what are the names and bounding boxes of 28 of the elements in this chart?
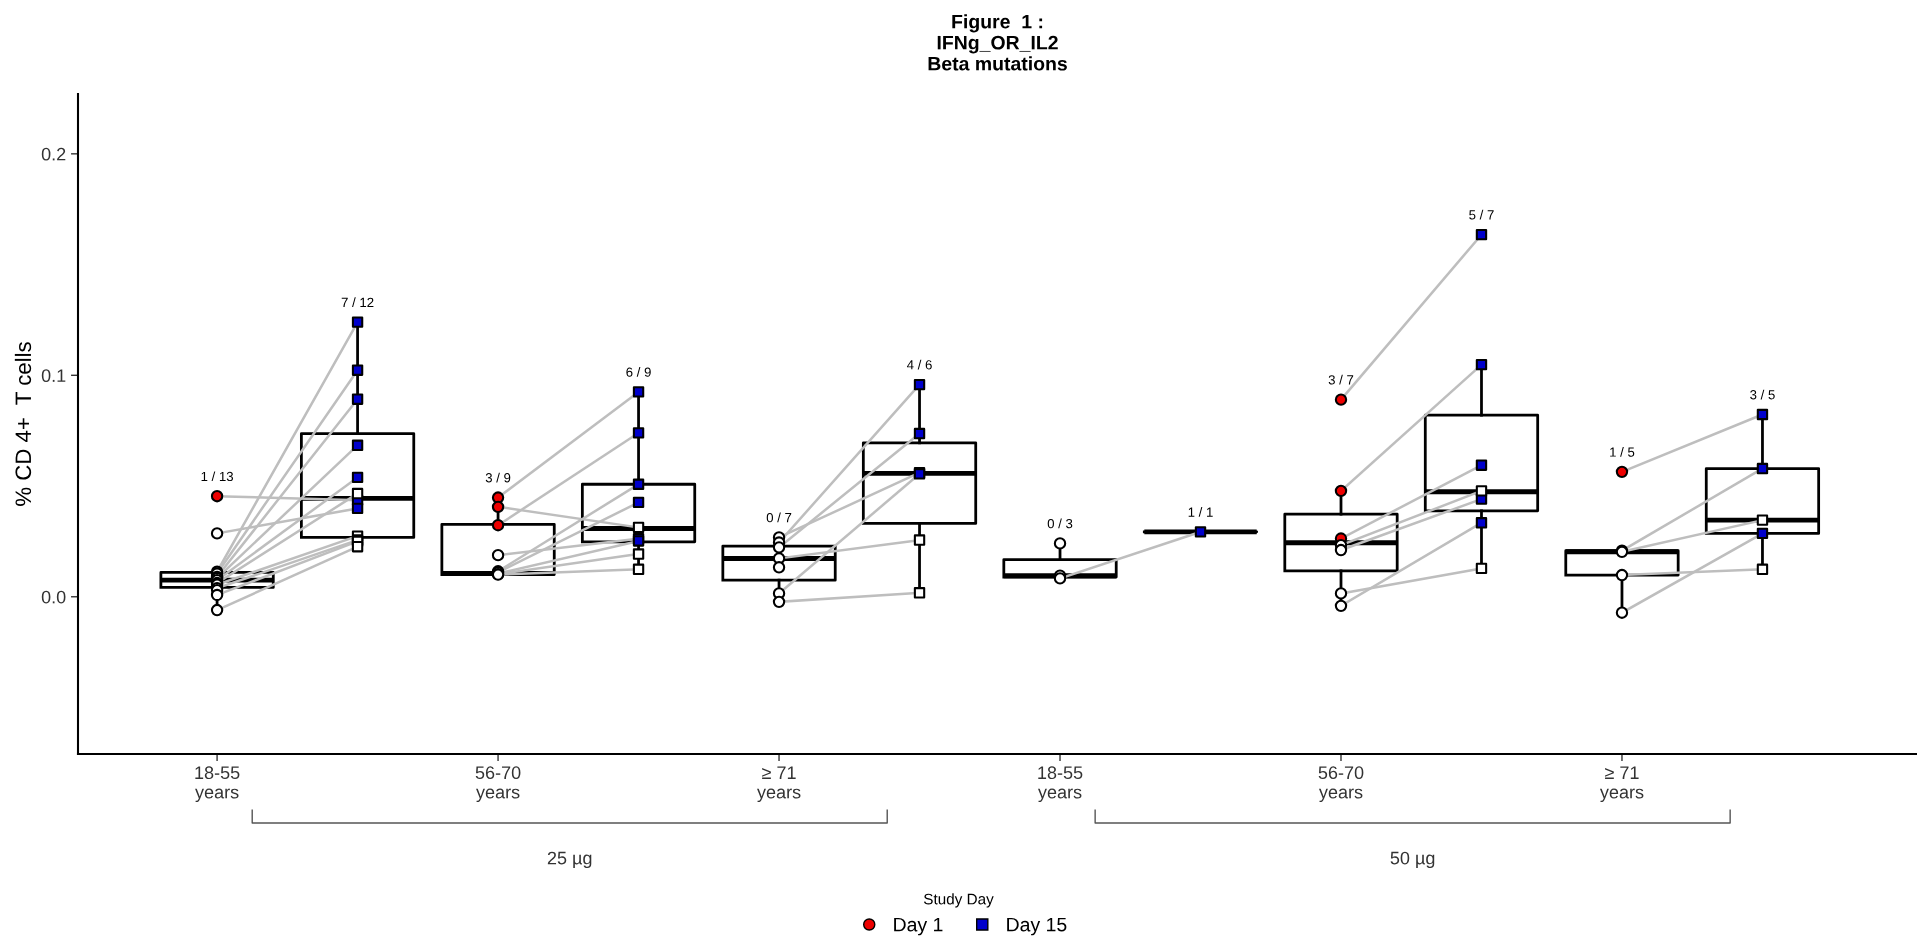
annotation: 5 / 7 [1469, 209, 1494, 220]
y-tick-label: 0.0 [41, 590, 66, 604]
x-tick-label: 18-55 years [195, 766, 240, 803]
legend-title: Study Day [923, 893, 994, 908]
x-tick-label: ≥ 71 years [1599, 766, 1644, 803]
annotation: 1 / 5 [1610, 447, 1635, 457]
x-tick-label: 18-55 years [1037, 766, 1083, 803]
y-tick-label: 0.1 [41, 369, 66, 383]
annotation: 0 / 7 [766, 512, 792, 523]
legend-label: Day 1 [894, 917, 943, 936]
x-tick-label: 56-70 years [475, 766, 521, 803]
annotation: 3 / 7 [1328, 374, 1354, 385]
legend-label: Day 15 [1007, 917, 1067, 936]
annotation: 3 / 9 [485, 472, 511, 483]
annotation: 1 / 13 [201, 471, 234, 482]
x-tick-label: 56-70 years [1318, 766, 1364, 803]
annotation: 6 / 9 [626, 367, 651, 377]
x-tick-label: ≥ 71 years [757, 766, 801, 803]
annotation: 3 / 5 [1750, 389, 1775, 400]
annotation: 1 / 1 [1188, 507, 1213, 517]
text: 50 µg [1390, 851, 1435, 869]
text: 25 µg [547, 851, 592, 869]
y-axis-title: % CD 4+ T cells [14, 342, 32, 506]
annotation: 7 / 12 [341, 297, 374, 308]
chart-title: Figure 1 : IFNg_OR_IL2 Beta mutations [928, 14, 1067, 71]
annotation: 4 / 6 [907, 359, 932, 370]
annotation: 0 / 3 [1047, 518, 1073, 529]
y-tick-label: 0.2 [41, 147, 66, 161]
